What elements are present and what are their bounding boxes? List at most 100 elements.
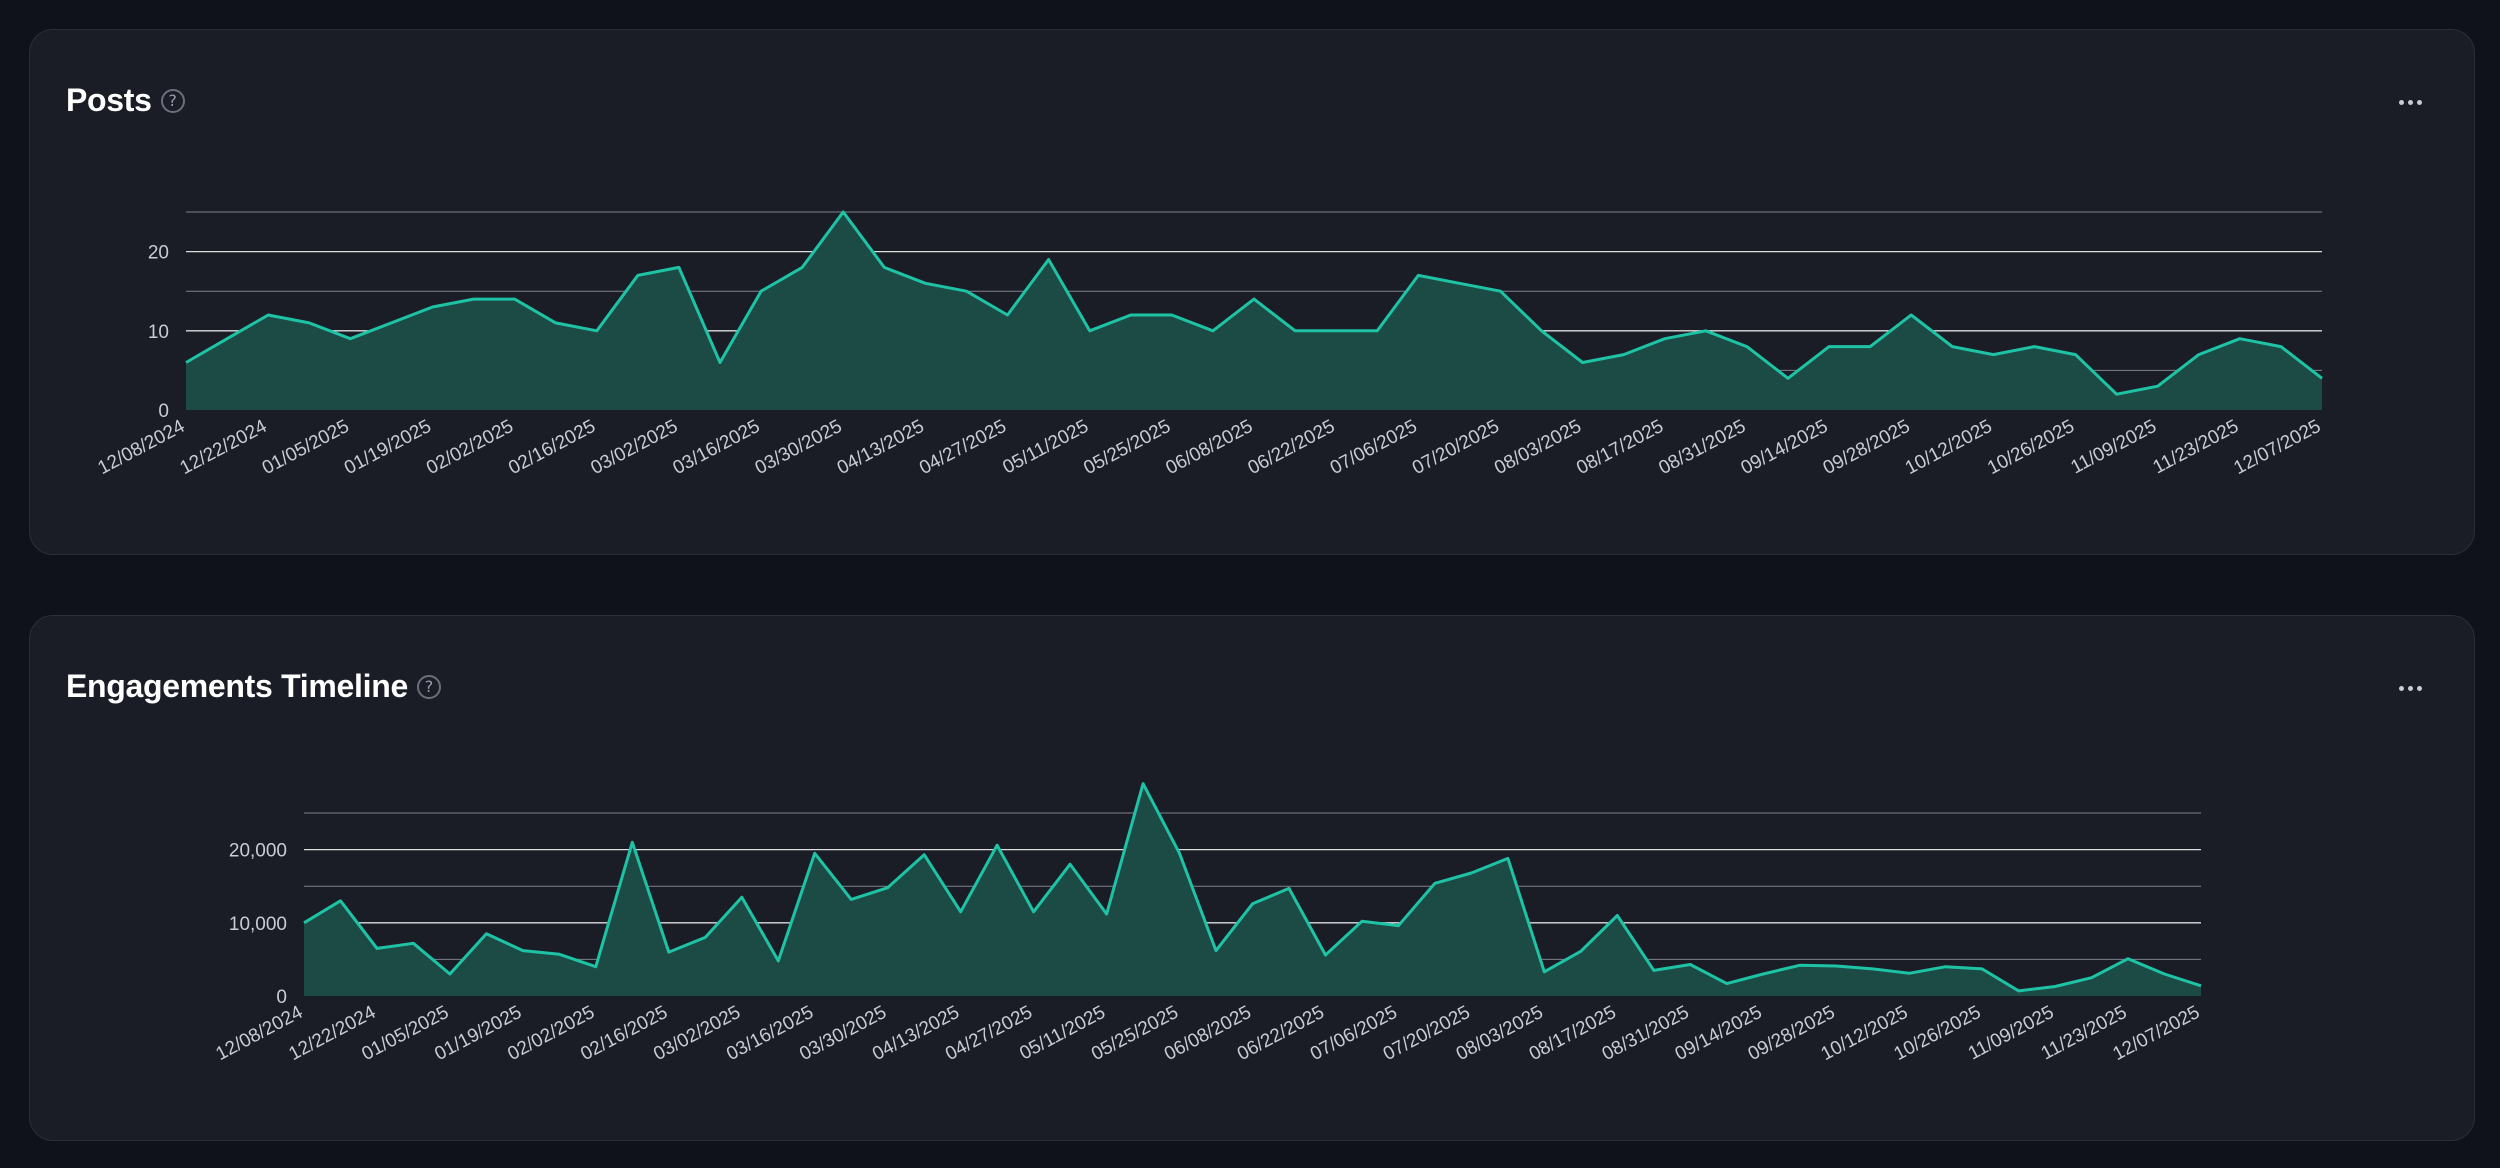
data-point (2126, 957, 2130, 961)
data-point (266, 313, 270, 317)
data-point (1540, 329, 1544, 333)
data-point (1129, 313, 1133, 317)
question-circle-icon[interactable]: ? (416, 674, 441, 699)
data-point (1944, 965, 1948, 969)
ellipsis-icon (2417, 100, 2422, 105)
data-point (1214, 949, 1218, 953)
data-point (513, 297, 517, 301)
data-point (484, 932, 488, 936)
x-tick-label: 10/12/2025 (1902, 416, 1996, 479)
data-point (965, 289, 969, 293)
data-point (667, 950, 671, 954)
x-tick-label: 03/30/2025 (752, 416, 846, 479)
data-point (375, 946, 379, 950)
x-tick-label: 10/26/2025 (1984, 416, 2078, 479)
x-tick-label: 08/17/2025 (1573, 416, 1667, 479)
posts-chart: 0 10 20 12/08/202412/22/202401/05/202501/19… (95, 210, 2325, 479)
data-point (1950, 345, 1954, 349)
data-point (1252, 297, 1256, 301)
x-tick-label: 11/09/2025 (2067, 416, 2160, 479)
data-point (886, 886, 890, 890)
y-tick-label: 10,000 (229, 914, 287, 935)
data-point (1688, 963, 1692, 967)
engagements-chart: 010,00020,00012/08/202412/22/202401/05/2… (213, 782, 2203, 1065)
data-point (2156, 384, 2160, 388)
data-point (1615, 914, 1619, 918)
data-point (1761, 972, 1765, 976)
x-tick-label: 03/02/2025 (587, 416, 681, 479)
data-point (1324, 953, 1328, 957)
data-point (959, 910, 963, 914)
data-point (1375, 329, 1379, 333)
x-tick-label: 12/22/2024 (177, 416, 271, 479)
data-point (302, 921, 306, 925)
ellipsis-icon (2417, 686, 2422, 691)
data-point (922, 853, 926, 857)
data-point (448, 972, 452, 976)
data-point (1006, 313, 1010, 317)
y-tick-label: 10 (148, 322, 169, 343)
data-point (718, 361, 722, 365)
x-tick-label: 04/27/2025 (916, 416, 1010, 479)
engagements-title: Engagements Timeline (66, 668, 408, 704)
x-tick-label: 09/14/2025 (1738, 416, 1832, 479)
ellipsis-icon (2399, 686, 2404, 691)
data-point (882, 265, 886, 269)
x-tick-label: 07/06/2025 (1327, 416, 1421, 479)
data-point (1141, 782, 1145, 786)
series-line (303, 782, 2202, 993)
question-circle-icon[interactable]: ? (160, 88, 185, 113)
data-point (389, 321, 393, 325)
data-point (1909, 313, 1913, 317)
data-point (1469, 871, 1473, 875)
data-point (2115, 392, 2119, 396)
x-tick-label: 03/16/2025 (670, 416, 764, 479)
data-point (636, 273, 640, 277)
data-point (554, 321, 558, 325)
data-point (2320, 376, 2324, 380)
data-point (1506, 856, 1510, 860)
y-tick-label: 0 (158, 401, 169, 422)
x-tick-label: 12/08/2024 (95, 416, 189, 479)
y-tick-label: 20 (148, 243, 169, 264)
data-point (1433, 881, 1437, 885)
data-point (740, 895, 744, 899)
y-tick-label: 20,000 (229, 841, 287, 862)
data-point (307, 321, 311, 325)
more-options-button[interactable] (2395, 96, 2426, 109)
data-point (184, 361, 188, 365)
data-point (923, 281, 927, 285)
data-point (2238, 337, 2242, 341)
data-point (1293, 329, 1297, 333)
data-point (630, 840, 634, 844)
x-tick-label: 01/19/2025 (341, 416, 435, 479)
data-point (2199, 984, 2203, 988)
data-point (1834, 964, 1838, 968)
data-point (2017, 989, 2021, 993)
data-point (1622, 353, 1626, 357)
engagements-card-header: Engagements Timeline ? (66, 668, 441, 705)
data-point (2033, 345, 2037, 349)
data-point (1827, 345, 1831, 349)
data-point (1105, 912, 1109, 916)
data-point (1980, 967, 1984, 971)
data-point (677, 265, 681, 269)
data-point (1725, 982, 1729, 986)
data-point (1745, 345, 1749, 349)
posts-card-header: Posts ? (66, 82, 185, 119)
series-area (304, 783, 2201, 996)
data-point (813, 851, 817, 855)
data-point (595, 329, 599, 333)
data-point (1704, 329, 1708, 333)
data-point (2279, 345, 2283, 349)
data-point (1068, 862, 1072, 866)
data-point (1786, 376, 1790, 380)
more-options-button[interactable] (2395, 682, 2426, 695)
x-tick-label: 05/11/2025 (999, 416, 1092, 479)
data-point (1287, 886, 1291, 890)
data-point (1211, 329, 1215, 333)
data-point (1170, 313, 1174, 317)
x-tick-label: 12/07/2025 (2231, 416, 2325, 479)
data-point (1871, 967, 1875, 971)
data-point (841, 210, 845, 214)
